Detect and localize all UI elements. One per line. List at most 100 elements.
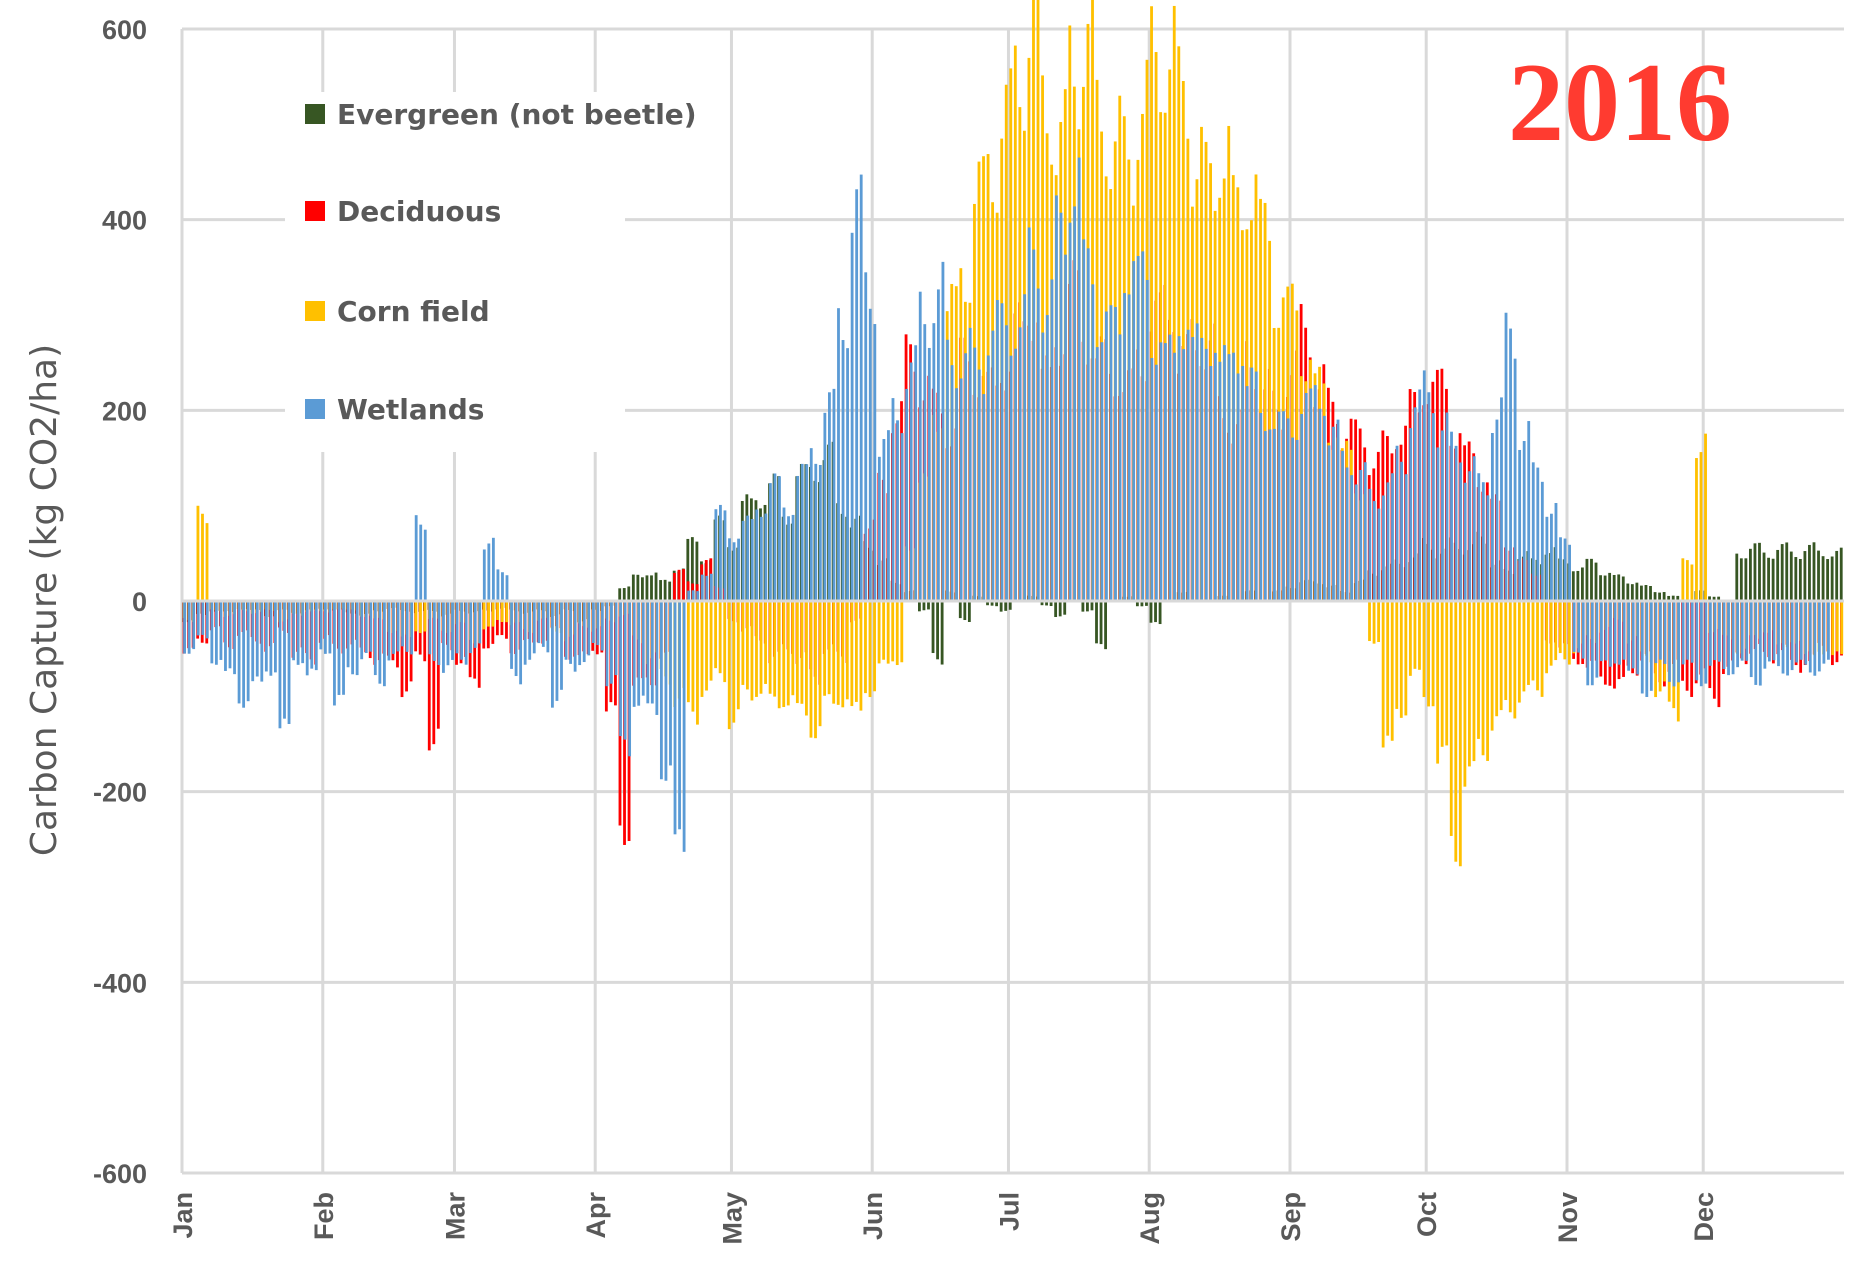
bar xyxy=(1164,343,1167,601)
legend-label-deciduous: Deciduous xyxy=(337,195,501,228)
bar xyxy=(999,601,1003,612)
bar xyxy=(1536,601,1539,691)
bar xyxy=(1154,52,1158,601)
bar xyxy=(301,601,305,664)
bar xyxy=(1064,254,1067,602)
bar xyxy=(1826,559,1830,601)
bar xyxy=(473,601,477,648)
bar xyxy=(936,289,940,601)
bar xyxy=(1486,601,1489,761)
bar xyxy=(1718,601,1721,662)
bar xyxy=(1513,601,1517,719)
bar xyxy=(778,476,781,601)
x-tick-label-sep: Sep xyxy=(1276,1192,1306,1242)
bar xyxy=(1427,601,1430,707)
bar xyxy=(1603,575,1607,601)
bar xyxy=(555,601,559,701)
bar xyxy=(1105,311,1108,601)
bar xyxy=(482,549,486,601)
bar xyxy=(610,601,613,684)
bar xyxy=(1095,79,1099,601)
year-annotation: 2016 xyxy=(1508,41,1732,165)
bar xyxy=(932,323,936,601)
bar xyxy=(1667,595,1671,601)
bar xyxy=(1585,558,1589,601)
bar xyxy=(1594,562,1598,601)
bar xyxy=(1704,433,1707,601)
bar xyxy=(1436,447,1440,601)
bar xyxy=(255,601,259,677)
bar xyxy=(669,601,672,766)
bar xyxy=(967,601,971,622)
bar xyxy=(823,412,827,601)
bar xyxy=(578,601,582,666)
bar xyxy=(1295,439,1299,601)
bar xyxy=(719,504,722,601)
bar xyxy=(405,601,409,652)
bar xyxy=(1313,385,1317,601)
bar xyxy=(691,601,695,712)
bar xyxy=(1813,601,1817,676)
bar xyxy=(1063,601,1067,615)
bar xyxy=(1781,601,1785,674)
bar xyxy=(918,291,922,601)
bar xyxy=(1263,431,1267,601)
bar xyxy=(1490,601,1494,731)
bar xyxy=(850,232,854,602)
bar xyxy=(663,579,667,601)
bar xyxy=(296,601,300,665)
bar xyxy=(1177,46,1181,602)
bar xyxy=(1599,601,1603,662)
x-tick-label-jun: Jun xyxy=(858,1192,888,1240)
bar xyxy=(1731,601,1735,675)
bar xyxy=(1013,45,1017,601)
bar xyxy=(1422,601,1426,698)
bar xyxy=(1744,558,1748,601)
bar xyxy=(1586,601,1590,686)
bar xyxy=(469,601,473,654)
bar xyxy=(1704,601,1708,684)
bar xyxy=(891,398,895,601)
bar xyxy=(1191,337,1195,601)
bar xyxy=(1613,601,1617,664)
bar xyxy=(1481,482,1485,601)
bar xyxy=(950,365,954,601)
bar xyxy=(1499,601,1503,711)
bars xyxy=(182,0,1844,867)
bar xyxy=(828,392,831,601)
bar xyxy=(387,601,391,661)
bar xyxy=(1041,332,1045,601)
bar xyxy=(1712,596,1716,601)
bar xyxy=(636,574,640,601)
bar xyxy=(1681,558,1685,601)
bar xyxy=(682,601,686,852)
bar xyxy=(700,574,704,601)
bar xyxy=(537,601,541,644)
bar xyxy=(1086,601,1089,612)
bar xyxy=(491,537,495,601)
bar xyxy=(419,601,422,634)
bar xyxy=(201,513,204,601)
bar xyxy=(1050,279,1054,601)
bar xyxy=(1273,428,1276,601)
bar xyxy=(927,601,930,610)
bar xyxy=(1640,585,1643,601)
x-tick-label-jul: Jul xyxy=(994,1192,1024,1231)
bar xyxy=(632,601,636,707)
bar xyxy=(414,515,418,601)
bar xyxy=(1136,255,1140,602)
bar xyxy=(1099,601,1103,645)
bar xyxy=(496,569,500,601)
bar xyxy=(1318,408,1322,601)
bar xyxy=(187,601,191,654)
bar xyxy=(305,601,309,676)
bar xyxy=(1671,595,1675,601)
bar xyxy=(809,601,813,738)
bar xyxy=(369,601,373,652)
bar xyxy=(1835,601,1839,652)
bar xyxy=(714,509,718,601)
bar xyxy=(528,601,532,660)
bar xyxy=(1763,601,1767,669)
bar xyxy=(246,601,250,702)
bar xyxy=(1145,601,1148,606)
